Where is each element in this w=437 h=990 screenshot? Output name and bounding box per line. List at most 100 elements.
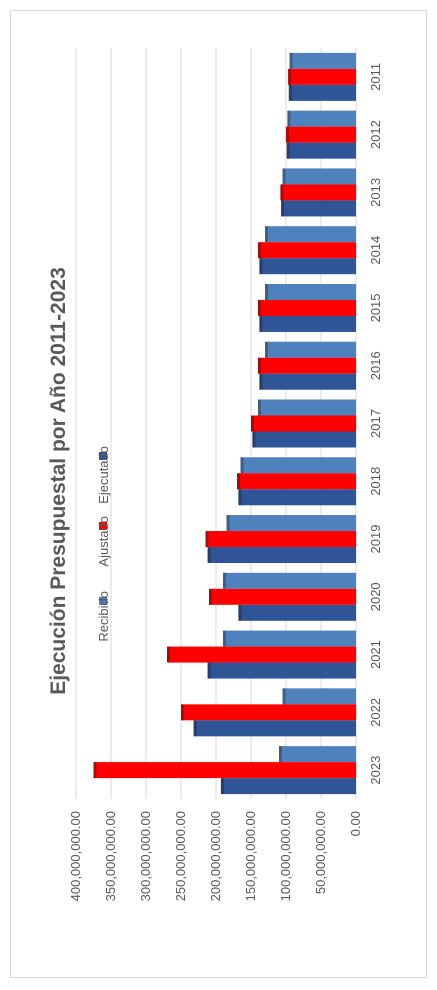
bar-recibido-2016 xyxy=(265,341,356,358)
bar-recibido-2018 xyxy=(240,457,356,474)
bar-edge xyxy=(237,473,240,490)
chart-title: Ejecución Presupuestal por Año 2011-2023 xyxy=(47,267,70,695)
value-tick-label: 100,000,000.00 xyxy=(278,811,293,901)
bar-edge xyxy=(207,547,211,564)
bar-edge xyxy=(282,168,286,185)
category-label: 2023 xyxy=(368,756,383,785)
bar-edge xyxy=(209,588,212,605)
category-label: 2019 xyxy=(368,525,383,554)
bar-edge xyxy=(265,283,268,300)
bar-edge xyxy=(282,688,286,705)
bar-edge xyxy=(93,762,97,779)
category-label: 2017 xyxy=(368,409,383,438)
bar-ajustado-2015 xyxy=(258,299,356,316)
bar-ejecutado-2016 xyxy=(259,373,356,390)
legend-label-ajustado: Ajustado xyxy=(96,516,111,567)
category-label: 2016 xyxy=(368,351,383,380)
bar-edge xyxy=(258,242,261,259)
bar-recibido-2019 xyxy=(226,515,356,532)
bar-ejecutado-2019 xyxy=(207,547,356,564)
bars xyxy=(93,52,356,795)
bar-edge xyxy=(258,399,261,416)
bar-recibido-2021 xyxy=(223,630,356,647)
bar-ejecutado-2022 xyxy=(193,720,356,737)
value-axis-ticks: 0.00 50,000,000.00 100,000,000.00 150,000,0… xyxy=(68,811,363,901)
bar-edge xyxy=(223,630,226,647)
category-label: 2013 xyxy=(368,178,383,207)
bar-edge xyxy=(265,341,268,358)
bar-edge xyxy=(279,746,282,763)
legend-swatch-recibido xyxy=(99,597,107,605)
bar-ajustado-2022 xyxy=(181,704,356,721)
bar-ejecutado-2011 xyxy=(288,84,356,101)
bar-edge xyxy=(259,258,263,275)
bar-edge xyxy=(280,184,284,201)
bar-edge xyxy=(288,68,292,85)
bar-recibido-2014 xyxy=(265,226,356,243)
bar-edge xyxy=(289,52,293,69)
bar-recibido-2012 xyxy=(287,110,356,127)
category-label: 2015 xyxy=(368,294,383,323)
legend-swatch-ejecutado xyxy=(99,452,107,460)
bar-ajustado-2019 xyxy=(205,531,356,548)
legend: Recibido Ajustado Ejecutado xyxy=(96,446,111,642)
bar-edge xyxy=(252,431,256,448)
value-tick-label: 300,000,000.00 xyxy=(138,811,153,901)
bar-edge xyxy=(205,531,209,548)
bar-recibido-2017 xyxy=(258,399,356,416)
bar-edge xyxy=(167,646,170,663)
bar-edge xyxy=(238,489,242,506)
bar-edge xyxy=(286,142,290,159)
bar-recibido-2011 xyxy=(289,52,356,69)
bar-ajustado-2020 xyxy=(209,588,356,605)
bar-ejecutado-2015 xyxy=(259,315,356,332)
bar-edge xyxy=(288,84,292,101)
bar-edge xyxy=(238,604,242,621)
bar-ejecutado-2021 xyxy=(207,662,356,679)
value-tick-label: 200,000,000.00 xyxy=(208,811,223,901)
bar-edge xyxy=(193,720,197,737)
bar-edge xyxy=(281,200,285,217)
bar-recibido-2015 xyxy=(265,283,356,300)
category-axis-labels: 2011 2012 2013 2014 2015 2016 2017 2018 2019 2020… xyxy=(368,63,383,785)
bar-ajustado-2014 xyxy=(258,242,356,259)
bar-ejecutado-2013 xyxy=(281,200,356,217)
value-tick-label: 400,000,000.00 xyxy=(68,811,83,901)
bar-ajustado-2011 xyxy=(288,68,356,85)
bar-edge xyxy=(259,315,263,332)
category-label: 2012 xyxy=(368,120,383,149)
bar-recibido-2020 xyxy=(223,572,356,589)
category-label: 2014 xyxy=(368,236,383,265)
category-label: 2021 xyxy=(368,640,383,669)
bar-ajustado-2012 xyxy=(286,126,356,143)
bar-edge xyxy=(251,415,254,432)
bar-edge xyxy=(240,457,244,474)
value-tick-label: 150,000,000.00 xyxy=(243,811,258,901)
bar-edge xyxy=(259,373,263,390)
bar-edge xyxy=(223,572,226,589)
bar-ejecutado-2020 xyxy=(238,604,356,621)
category-label: 2020 xyxy=(368,582,383,611)
bar-edge xyxy=(258,299,261,316)
bar-edge xyxy=(286,126,289,143)
bar-ajustado-2023 xyxy=(93,762,356,779)
bar-recibido-2022 xyxy=(282,688,356,705)
bar-edge xyxy=(181,704,184,721)
value-tick-label: 250,000,000.00 xyxy=(173,811,188,901)
bar-recibido-2013 xyxy=(282,168,356,185)
bar-ajustado-2016 xyxy=(258,357,356,374)
bar-ajustado-2018 xyxy=(237,473,356,490)
bar-edge xyxy=(287,110,291,127)
legend-swatch-ajustado xyxy=(99,522,107,530)
legend-label-ejecutado: Ejecutado xyxy=(96,446,111,504)
bar-edge xyxy=(258,357,261,374)
category-label: 2011 xyxy=(368,63,383,91)
bar-ejecutado-2023 xyxy=(220,778,356,795)
bar-ejecutado-2018 xyxy=(238,489,356,506)
value-tick-label: 0.00 xyxy=(348,811,363,836)
bar-ajustado-2017 xyxy=(251,415,356,432)
value-tick-label: 350,000,000.00 xyxy=(103,811,118,901)
budget-chart: 0.00 50,000,000.00 100,000,000.00 150,000,0… xyxy=(47,48,383,901)
category-label: 2022 xyxy=(368,698,383,727)
chart-frame: 0.00 50,000,000.00 100,000,000.00 150,000,0… xyxy=(10,10,427,978)
